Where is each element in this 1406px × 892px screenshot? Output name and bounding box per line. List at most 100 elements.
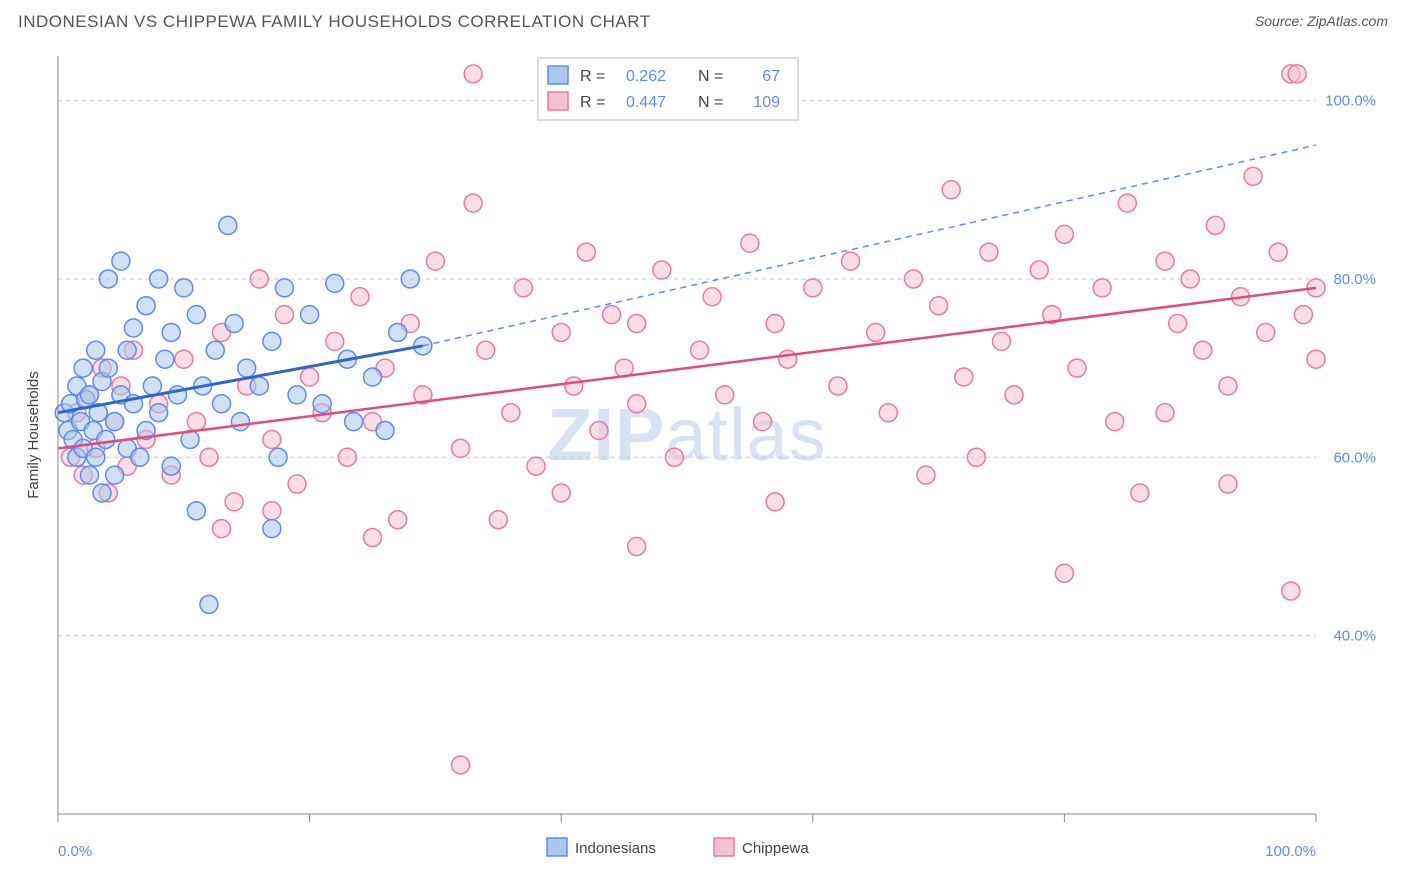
point (301, 306, 319, 324)
point (590, 422, 608, 440)
point (87, 448, 105, 466)
point (162, 323, 180, 341)
point (225, 493, 243, 511)
point (603, 306, 621, 324)
bottom-legend-swatch (714, 838, 734, 856)
point (401, 270, 419, 288)
point (206, 341, 224, 359)
point (389, 323, 407, 341)
point (175, 279, 193, 297)
point (879, 404, 897, 422)
point (967, 448, 985, 466)
point (502, 404, 520, 422)
point (489, 511, 507, 529)
point (200, 595, 218, 613)
point (930, 297, 948, 315)
point (1169, 315, 1187, 333)
bottom-legend-label: Indonesians (575, 840, 656, 857)
point (842, 252, 860, 270)
point (665, 448, 683, 466)
point (1282, 582, 1300, 600)
point (1194, 341, 1212, 359)
point (106, 413, 124, 431)
point (187, 413, 205, 431)
legend-swatch (548, 92, 568, 110)
point (1068, 359, 1086, 377)
point (917, 466, 935, 484)
point (143, 377, 161, 395)
point (269, 448, 287, 466)
y-tick-label: 40.0% (1333, 628, 1376, 645)
point (942, 181, 960, 199)
point (628, 537, 646, 555)
point (301, 368, 319, 386)
y-tick-label: 100.0% (1325, 93, 1376, 110)
y-axis-title: Family Households (25, 371, 42, 499)
source-name: ZipAtlas.com (1307, 13, 1388, 29)
point (477, 341, 495, 359)
point (779, 350, 797, 368)
y-tick-label: 60.0% (1333, 449, 1376, 466)
point (288, 386, 306, 404)
point (112, 252, 130, 270)
point (338, 448, 356, 466)
point (653, 261, 671, 279)
point (225, 315, 243, 333)
y-tick-label: 80.0% (1333, 271, 1376, 288)
point (867, 323, 885, 341)
legend-n-label: N = (698, 94, 723, 111)
point (376, 422, 394, 440)
point (1156, 252, 1174, 270)
point (741, 234, 759, 252)
point (156, 350, 174, 368)
point (628, 395, 646, 413)
point (1005, 386, 1023, 404)
point (345, 413, 363, 431)
point (577, 243, 595, 261)
point (238, 359, 256, 377)
point (980, 243, 998, 261)
legend-n-value: 67 (762, 68, 780, 85)
point (426, 252, 444, 270)
point (326, 274, 344, 292)
point (275, 279, 293, 297)
point (1156, 404, 1174, 422)
point (691, 341, 709, 359)
legend-r-label: R = (580, 94, 605, 111)
legend-r-value: 0.447 (626, 94, 666, 111)
point (1257, 323, 1275, 341)
point (1093, 279, 1111, 297)
point (150, 404, 168, 422)
point (552, 323, 570, 341)
point (804, 279, 822, 297)
point (74, 359, 92, 377)
point (288, 475, 306, 493)
point (1106, 413, 1124, 431)
point (231, 413, 249, 431)
point (1181, 270, 1199, 288)
point (716, 386, 734, 404)
point (565, 377, 583, 395)
point (1294, 306, 1312, 324)
point (219, 216, 237, 234)
point (904, 270, 922, 288)
point (275, 306, 293, 324)
point (97, 430, 115, 448)
point (99, 359, 117, 377)
point (175, 350, 193, 368)
point (93, 484, 111, 502)
point (1030, 261, 1048, 279)
point (118, 341, 136, 359)
legend-n-label: N = (698, 68, 723, 85)
point (87, 341, 105, 359)
point (250, 270, 268, 288)
point (993, 332, 1011, 350)
x-tick-label: 100.0% (1265, 843, 1316, 860)
point (628, 315, 646, 333)
bottom-legend-label: Chippewa (742, 840, 809, 857)
point (106, 466, 124, 484)
point (187, 306, 205, 324)
point (1055, 564, 1073, 582)
point (955, 368, 973, 386)
point (124, 319, 142, 337)
